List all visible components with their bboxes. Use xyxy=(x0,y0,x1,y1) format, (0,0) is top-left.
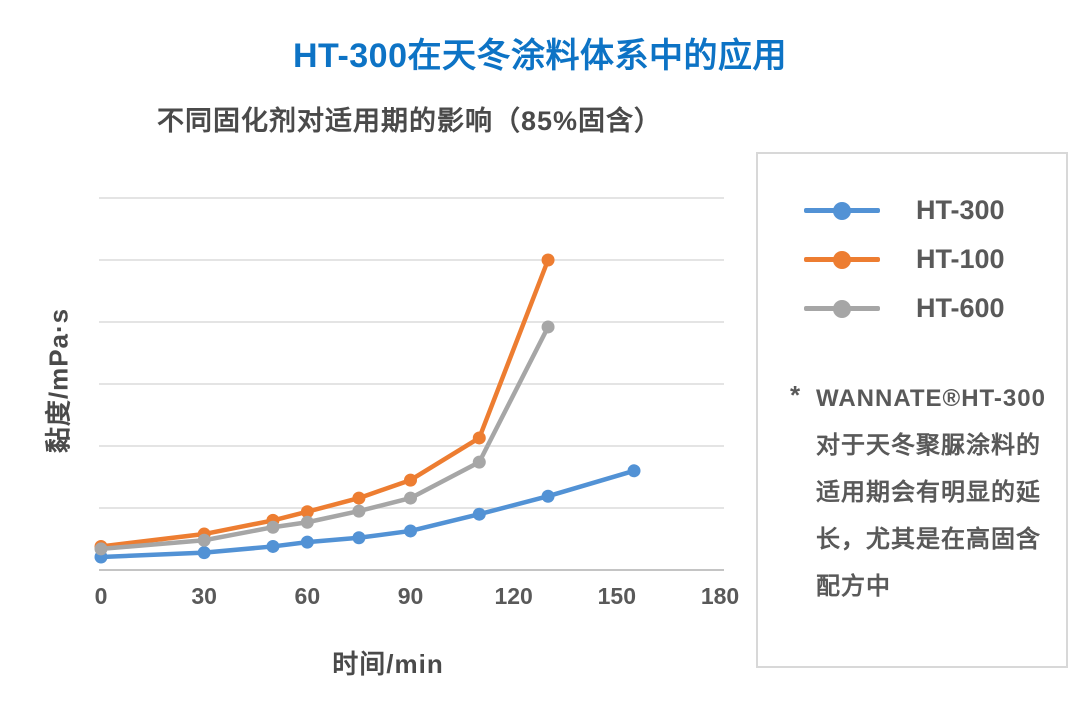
footnote-body: 对于天冬聚脲涂料的适用期会有明显的延长，尤其是在高固含配方中 xyxy=(816,432,1041,600)
series-line-HT-600 xyxy=(98,324,551,552)
data-point-HT-600 xyxy=(404,491,417,505)
data-point-HT-600 xyxy=(541,320,555,334)
footnote-brand: WANNATE®HT-300 xyxy=(816,385,1046,412)
data-point-HT-600 xyxy=(300,515,314,529)
data-point-HT-100 xyxy=(404,473,417,487)
x-tick-label: 30 xyxy=(191,583,217,609)
legend-item-HT-300: HT-300 xyxy=(758,186,1066,235)
footnote-text: WANNATE®HT-300 对于天冬聚脲涂料的适用期会有明显的延长，尤其是在高固… xyxy=(816,375,1048,610)
x-tick-label: 60 xyxy=(295,583,321,609)
legend-item-HT-600: HT-600 xyxy=(758,284,1066,333)
x-axis-label: 时间/min xyxy=(332,649,444,679)
footnote: * WANNATE®HT-300 对于天冬聚脲涂料的适用期会有明显的延长，尤其是在… xyxy=(758,375,1066,610)
legend-dot-swatch xyxy=(833,250,851,269)
legend-marker-icon xyxy=(804,201,880,220)
data-point-HT-300 xyxy=(352,531,366,545)
legend-item-HT-100: HT-100 xyxy=(758,235,1066,284)
legend-note-panel: HT-300 HT-100 HT-600 * WANNATE®HT-300 对于天冬聚… xyxy=(756,152,1068,668)
data-point-HT-300 xyxy=(472,507,486,521)
data-point-HT-100 xyxy=(541,253,555,267)
series-line-HT-100 xyxy=(98,257,551,549)
page-title: HT-300在天冬涂料体系中的应用 xyxy=(293,37,787,75)
legend-label: HT-300 xyxy=(916,195,1005,225)
data-point-HT-100 xyxy=(352,491,366,505)
x-tick-label: 90 xyxy=(398,583,424,609)
data-point-HT-300 xyxy=(541,489,555,503)
legend-dot-swatch xyxy=(833,299,851,318)
x-tick-label: 120 xyxy=(494,583,532,609)
legend-marker-icon xyxy=(804,299,880,318)
data-point-HT-100 xyxy=(300,505,314,519)
data-point-HT-600 xyxy=(472,455,486,469)
data-point-HT-100 xyxy=(472,431,486,445)
legend-label: HT-600 xyxy=(916,293,1005,323)
legend-label: HT-100 xyxy=(916,244,1005,274)
data-point-HT-300 xyxy=(627,464,641,478)
footnote-bullet: * xyxy=(790,380,801,410)
data-point-HT-300 xyxy=(300,535,314,549)
x-tick-label: 0 xyxy=(95,583,108,609)
chart-title: 不同固化剂对适用期的影响（85%固含） xyxy=(157,106,663,136)
data-point-HT-300 xyxy=(404,524,417,538)
data-point-HT-300 xyxy=(266,539,280,553)
legend-dot-swatch xyxy=(833,201,851,220)
data-point-HT-600 xyxy=(94,542,108,556)
data-point-HT-600 xyxy=(352,504,366,518)
legend-marker-icon xyxy=(804,250,880,269)
x-tick-label: 180 xyxy=(701,583,739,609)
x-tick-label: 150 xyxy=(598,583,636,609)
data-point-HT-300 xyxy=(197,546,211,560)
data-point-HT-600 xyxy=(197,533,211,547)
data-point-HT-600 xyxy=(266,520,280,534)
legend: HT-300 HT-100 HT-600 xyxy=(758,186,1066,333)
